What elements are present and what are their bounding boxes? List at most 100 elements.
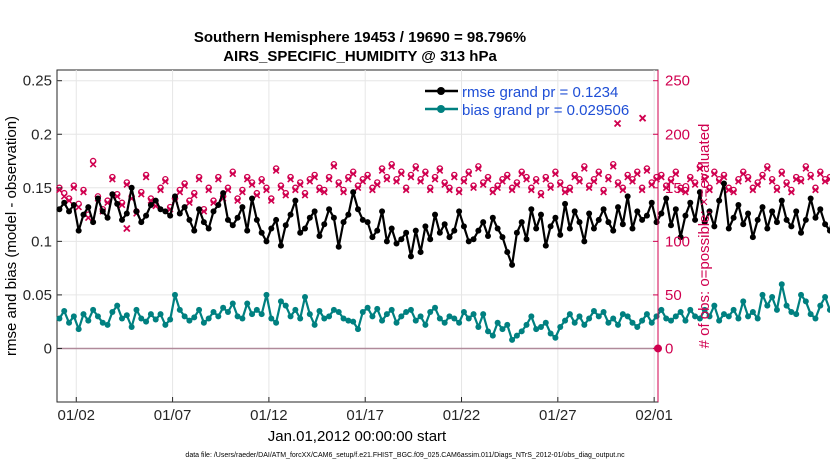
bias-point (70, 313, 77, 320)
bias-point (571, 319, 578, 326)
rmse-point (701, 219, 708, 226)
bias-point (822, 294, 829, 301)
rmse-point (509, 261, 516, 268)
rmse-point (268, 225, 275, 232)
left-tick-label: 0.15 (23, 180, 52, 197)
bias-point (302, 294, 309, 301)
obs-evaluated-marker (600, 188, 607, 196)
rmse-point (600, 206, 607, 213)
obs-evaluated-marker (186, 199, 193, 207)
legend-bias-label: bias grand pr = 0.029506 (462, 102, 629, 119)
bias-point (422, 321, 429, 328)
bias-point (745, 313, 752, 320)
left-tick-label: 0.1 (31, 233, 52, 250)
bias-point (576, 313, 583, 320)
rmse-point (610, 227, 617, 234)
obs-evaluated-marker (195, 175, 203, 183)
obs-evaluated-marker (613, 119, 622, 128)
obs-evaluated-marker (638, 114, 647, 122)
bias-point (523, 321, 530, 328)
rmse-point (311, 208, 318, 215)
obs-evaluated-marker (349, 170, 357, 178)
obs-evaluated-marker (658, 173, 665, 181)
rmse-point (167, 212, 174, 219)
bias-point (277, 298, 284, 305)
obs-evaluated-marker (706, 186, 713, 194)
rmse-point (653, 219, 660, 226)
rmse-point (513, 229, 520, 236)
bias-point (542, 319, 549, 326)
obs-evaluated-marker (267, 197, 275, 205)
obs-evaluated-marker (667, 178, 675, 185)
bias-point (465, 315, 472, 322)
bias-point (123, 312, 130, 319)
rmse-point (682, 212, 689, 219)
bias-point (176, 306, 183, 313)
rmse-point (422, 223, 429, 230)
obs-evaluated-marker (585, 184, 593, 192)
x-tick-label: 01/12 (250, 407, 288, 424)
rmse-point (788, 223, 795, 230)
rmse-point (249, 195, 256, 202)
obs-evaluated-marker (532, 178, 540, 185)
rmse-point (340, 219, 347, 226)
rmse-point (716, 197, 723, 204)
bias-point (119, 315, 126, 322)
obs-evaluated-marker (720, 173, 728, 181)
bias-point (456, 319, 463, 326)
obs-evaluated-marker (821, 178, 829, 185)
plot-area (56, 69, 659, 403)
bias-point (369, 313, 376, 320)
rmse-point (104, 214, 111, 221)
right-tick-label: 50 (665, 287, 682, 304)
obs-evaluated-marker (744, 175, 752, 183)
obs-evaluated-marker (566, 186, 574, 194)
bias-point (273, 319, 280, 326)
rmse-point (417, 249, 424, 256)
bias-point (417, 313, 424, 320)
rmse-point (335, 243, 342, 250)
obs-evaluated-marker (701, 175, 709, 183)
rmse-point (528, 206, 535, 213)
obs-evaluated-marker (446, 186, 453, 194)
rmse-point (162, 208, 169, 215)
bias-point (249, 311, 256, 318)
rmse-point (306, 214, 313, 221)
bias-point (104, 321, 111, 328)
rmse-point (687, 199, 694, 206)
rmse-point (287, 211, 294, 218)
rmse-point (393, 240, 400, 247)
rmse-point (769, 208, 776, 215)
rmse-point (369, 234, 376, 241)
bias-point (253, 306, 260, 313)
bias-point (335, 309, 342, 316)
rmse-point (359, 216, 366, 223)
obs-evaluated-marker (320, 188, 328, 196)
rmse-point (518, 219, 525, 226)
obs-evaluated-marker (547, 184, 554, 192)
obs-evaluated-marker (754, 181, 762, 188)
obs-evaluated-marker (633, 170, 641, 178)
obs-evaluated-marker (609, 163, 617, 170)
x-tick-label: 01/17 (346, 407, 384, 424)
bias-point (229, 300, 236, 307)
rmse-point (119, 216, 126, 223)
rmse-point (109, 191, 116, 198)
legend-rmse-label: rmse grand pr = 0.1234 (462, 84, 618, 101)
rmse-point (706, 208, 713, 215)
bias-point (215, 313, 222, 320)
rmse-point (465, 238, 472, 245)
rmse-point (244, 227, 251, 234)
bias-point (687, 306, 694, 313)
obs-evaluated-marker (205, 186, 213, 194)
left-axis: 0 0.05 0.1 0.15 0.2 0.25 (23, 73, 62, 357)
rmse-point (330, 214, 337, 221)
bias-point (147, 311, 154, 318)
right-tick-label: 0 (665, 340, 673, 357)
rmse-point (436, 229, 443, 236)
x-tick-label: 01/07 (154, 407, 192, 424)
rmse-point (639, 216, 646, 223)
obs-evaluated-marker (123, 181, 131, 188)
bias-point (778, 281, 785, 288)
rmse-point (345, 211, 352, 218)
